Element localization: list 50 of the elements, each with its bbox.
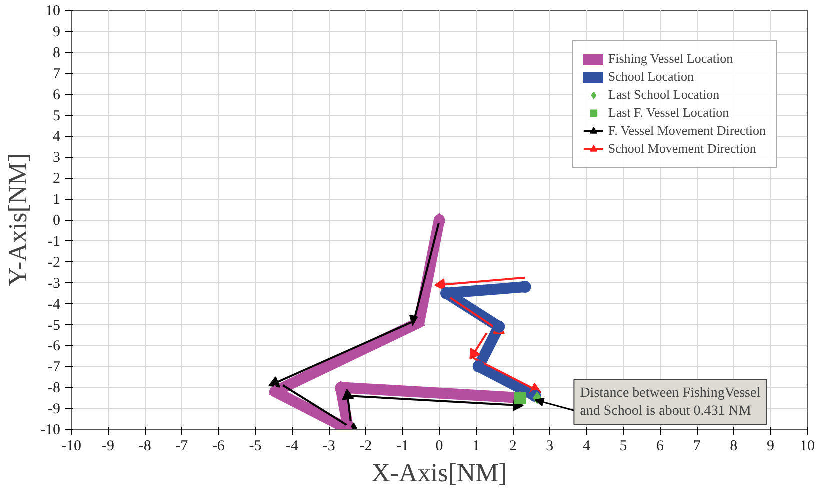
- y-tick-label: 1: [53, 192, 60, 208]
- y-tick-label: -4: [48, 296, 61, 313]
- x-tick-label: -4: [286, 438, 300, 454]
- y-tick-label: -1: [48, 234, 61, 250]
- x-tick-label: -5: [249, 438, 262, 454]
- legend-label: Last F. Vessel Location: [608, 105, 730, 121]
- x-tick-label: 7: [693, 438, 702, 454]
- legend-label: School Movement Direction: [608, 141, 756, 157]
- x-tick-label: 5: [620, 438, 628, 454]
- x-tick-label: 4: [582, 438, 591, 454]
- x-tick-label: 10: [800, 438, 815, 454]
- x-tick-label: 9: [766, 438, 774, 454]
- legend-label: Fishing Vessel Location: [608, 51, 734, 67]
- x-tick-label: -2: [360, 438, 372, 454]
- x-tick-label: -1: [396, 438, 409, 454]
- legend-label: School Location: [608, 69, 694, 85]
- y-tick-label: 9: [53, 24, 60, 40]
- x-tick-label: 8: [730, 438, 738, 454]
- x-tick-label: 2: [509, 438, 517, 454]
- y-axis-title: Y-Axis[NM]: [4, 154, 33, 286]
- x-tick-label: 0: [436, 438, 444, 454]
- y-tick-label: -7: [48, 360, 61, 376]
- y-tick-label: -8: [48, 380, 61, 397]
- y-tick-label: 3: [53, 150, 60, 166]
- y-tick-label: 6: [53, 87, 61, 104]
- y-tick-label: -2: [48, 254, 61, 271]
- y-tick-label: -6: [48, 338, 61, 355]
- legend-label: F. Vessel Movement Direction: [608, 123, 766, 139]
- legend-label: Last School Location: [608, 87, 720, 103]
- y-tick-label: 2: [53, 171, 60, 188]
- y-tick-label: -9: [48, 402, 61, 418]
- y-tick-label: 10: [46, 4, 60, 20]
- x-tick-label: -9: [102, 438, 115, 454]
- y-tick-label: -3: [48, 276, 61, 292]
- x-tick-label: 1: [472, 438, 480, 454]
- x-tick-label: 3: [546, 438, 554, 454]
- y-tick-label: 7: [53, 66, 61, 82]
- y-tick-label: 5: [53, 108, 60, 124]
- y-tick-label: -5: [48, 318, 61, 334]
- x-tick-label: -6: [212, 438, 226, 454]
- x-axis-title: X-Axis[NM]: [372, 458, 508, 488]
- y-tick-label: 4: [53, 129, 61, 146]
- x-tick-label: 6: [656, 438, 665, 454]
- x-tick-label: -7: [176, 438, 189, 454]
- annotation: Distance between FishingVessel and School is about 0.431 NM: [580, 386, 761, 419]
- x-tick-label: -3: [322, 438, 336, 454]
- x-tick-label: -8: [138, 438, 152, 454]
- y-tick-label: 8: [53, 45, 60, 62]
- y-tick-label: -10: [40, 422, 61, 438]
- y-tick-label: 0: [53, 213, 60, 229]
